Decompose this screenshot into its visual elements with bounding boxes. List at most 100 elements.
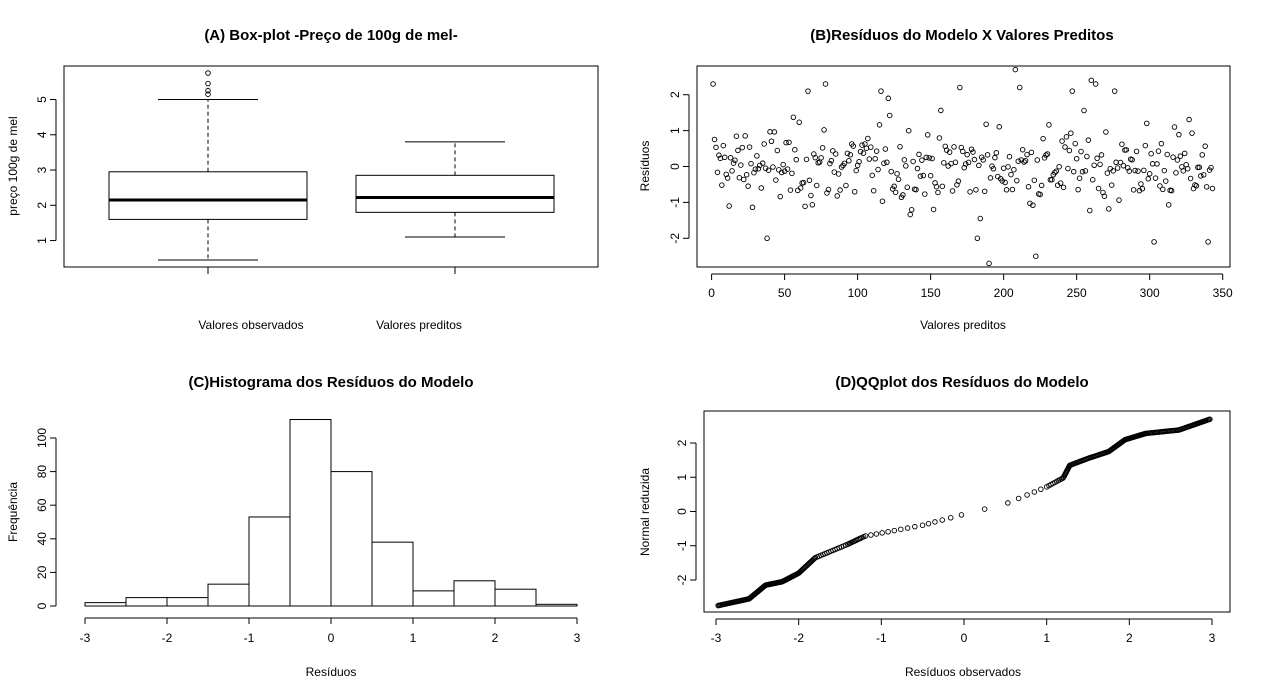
- residual-point: [955, 178, 962, 184]
- residual-point: [1151, 239, 1157, 245]
- panel-b-x-tick-label: 50: [778, 286, 792, 300]
- residual-point: [888, 168, 894, 175]
- residual-point: [1043, 152, 1049, 158]
- residual-point: [919, 157, 925, 163]
- residual-point: [857, 148, 864, 155]
- residual-point: [1111, 88, 1118, 94]
- residual-point: [1126, 168, 1132, 174]
- residual-point: [746, 144, 753, 150]
- residual-point: [739, 144, 746, 151]
- residual-point: [1089, 177, 1096, 183]
- residual-point: [1003, 187, 1010, 193]
- panel-c-x-tick-label: 0: [328, 631, 335, 645]
- residual-point: [777, 193, 783, 200]
- residual-point: [1145, 176, 1151, 182]
- residual-point: [922, 191, 928, 197]
- residual-point: [767, 129, 773, 135]
- residual-point: [1062, 144, 1068, 150]
- residual-point: [1069, 88, 1076, 94]
- residual-point: [729, 168, 735, 174]
- residual-point: [1079, 169, 1086, 175]
- residual-point: [824, 190, 830, 196]
- residual-point: [812, 154, 819, 161]
- residual-point: [1139, 185, 1146, 192]
- residual-point: [1002, 179, 1008, 186]
- residual-point: [1033, 253, 1039, 259]
- residual-point: [1081, 107, 1087, 114]
- residual-point: [1056, 163, 1062, 170]
- residual-point: [740, 176, 747, 183]
- residual-point: [1208, 164, 1214, 171]
- residual-point: [719, 182, 725, 188]
- residual-point: [1176, 131, 1182, 138]
- panel-d-x-tick-label: -2: [793, 631, 804, 645]
- residual-point: [938, 107, 944, 114]
- residual-point: [742, 133, 748, 139]
- qq-point: [873, 531, 880, 537]
- panel-b-x-tick-label: 250: [1067, 286, 1087, 300]
- residual-point: [844, 150, 851, 157]
- residual-point: [1119, 141, 1125, 147]
- residual-point: [850, 143, 856, 149]
- qq-point: [1031, 489, 1038, 495]
- residual-point: [761, 141, 767, 147]
- residual-point: [1038, 182, 1045, 189]
- residual-point: [1044, 151, 1051, 157]
- residual-point: [1120, 162, 1127, 169]
- residual-point: [1046, 122, 1052, 128]
- panel-d-x-tick-label: -1: [876, 631, 887, 645]
- residual-point: [873, 148, 880, 154]
- panel-b-x-tick-label: 350: [1213, 286, 1233, 300]
- residual-point: [1135, 168, 1141, 174]
- histogram-bar: [84, 602, 127, 607]
- residual-point: [803, 156, 810, 163]
- panel-c-x-tick-label: -1: [244, 631, 255, 645]
- residual-point: [923, 154, 930, 161]
- residual-point: [979, 154, 985, 160]
- qq-point: [981, 506, 988, 512]
- residual-point: [743, 171, 750, 178]
- residual-point: [802, 203, 808, 210]
- panel-d-ylabel: Normal reduzida: [638, 468, 652, 556]
- qq-point: [1005, 500, 1011, 506]
- residual-point: [809, 202, 816, 208]
- residual-point: [1024, 151, 1030, 158]
- residual-point: [1155, 148, 1162, 154]
- residual-point: [1022, 158, 1029, 164]
- qq-point: [958, 512, 965, 518]
- residual-point: [946, 149, 953, 155]
- panel-c-y-tick-label: 100: [35, 428, 49, 448]
- panel-c-x-tick-label: 2: [492, 631, 499, 645]
- residual-point: [843, 182, 849, 189]
- residual-point: [1158, 140, 1165, 147]
- residual-point: [776, 167, 782, 173]
- residual-point: [790, 114, 797, 121]
- residual-point: [738, 162, 744, 168]
- residual-point: [1106, 206, 1112, 212]
- panel-b-scatter: (B)Resíduos do Modelo X Valores Preditos…: [638, 27, 1233, 332]
- residual-point: [1193, 183, 1200, 189]
- residual-point: [759, 160, 766, 166]
- residual-point: [949, 188, 956, 194]
- residual-point: [752, 166, 759, 172]
- residual-point: [828, 157, 835, 164]
- residual-point: [1009, 186, 1016, 193]
- residual-point: [853, 167, 859, 174]
- residual-point: [773, 177, 779, 183]
- box-outlier: [205, 87, 211, 94]
- box-group-label: Valores preditos: [376, 318, 462, 332]
- residual-point: [778, 169, 785, 176]
- residual-point: [1144, 120, 1150, 127]
- residual-point: [935, 189, 941, 196]
- residual-point: [837, 187, 843, 193]
- residual-point: [821, 127, 827, 133]
- panel-a-group-labels: Valores observados Valores preditos: [198, 318, 462, 332]
- residual-point: [1162, 178, 1169, 184]
- panel-d-y-tick-label: 1: [675, 474, 689, 481]
- residual-point: [838, 164, 845, 170]
- panel-a-y-tick-label: 1: [35, 237, 49, 244]
- residual-point: [755, 166, 762, 172]
- residual-point: [907, 211, 913, 218]
- residual-point: [1008, 171, 1014, 178]
- residual-point: [1037, 191, 1043, 198]
